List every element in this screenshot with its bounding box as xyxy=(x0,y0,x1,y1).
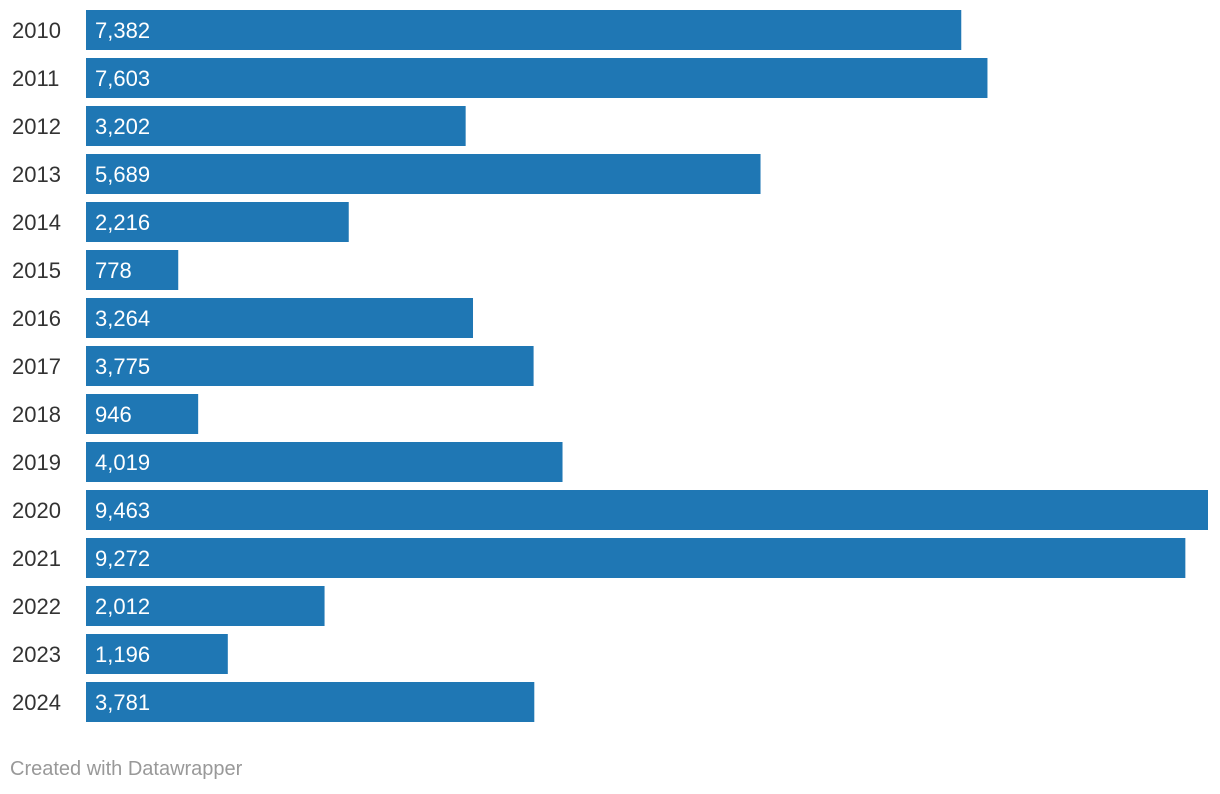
bar-2022 xyxy=(86,586,325,626)
bar-2015 xyxy=(86,250,179,290)
year-label-2012: 2012 xyxy=(12,114,61,139)
value-label-2010: 7,382 xyxy=(95,18,150,43)
bar-2011 xyxy=(86,58,988,98)
year-label-2024: 2024 xyxy=(12,690,61,715)
bar-2020 xyxy=(86,490,1208,530)
value-label-2018: 946 xyxy=(95,402,132,427)
bar-2010 xyxy=(86,10,962,50)
year-label-2022: 2022 xyxy=(12,594,61,619)
year-label-2013: 2013 xyxy=(12,162,61,187)
value-label-2023: 1,196 xyxy=(95,642,150,667)
value-label-2015: 778 xyxy=(95,258,132,283)
year-label-2017: 2017 xyxy=(12,354,61,379)
bar-2019 xyxy=(86,442,563,482)
bar-chart: 2010 7,382 2011 7,603 2012 3,202 2013 5,689 2014… xyxy=(12,10,1208,722)
bar-2024 xyxy=(86,682,535,722)
bar-2012 xyxy=(86,106,466,146)
value-label-2020: 9,463 xyxy=(95,498,150,523)
bar-2016 xyxy=(86,298,474,338)
credit-footer: Created with Datawrapper xyxy=(10,758,243,780)
year-label-2021: 2021 xyxy=(12,546,61,571)
year-label-2014: 2014 xyxy=(12,210,61,235)
value-label-2021: 9,272 xyxy=(95,546,150,571)
year-label-2015: 2015 xyxy=(12,258,61,283)
value-label-2013: 5,689 xyxy=(95,162,150,187)
year-label-2023: 2023 xyxy=(12,642,61,667)
bar-2013 xyxy=(86,154,761,194)
value-label-2022: 2,012 xyxy=(95,594,150,619)
year-label-2019: 2019 xyxy=(12,450,61,475)
bar-2014 xyxy=(86,202,349,242)
year-label-2010: 2010 xyxy=(12,18,61,43)
bar-2018 xyxy=(86,394,199,434)
year-label-2020: 2020 xyxy=(12,498,61,523)
value-label-2017: 3,775 xyxy=(95,354,150,379)
bar-2021 xyxy=(86,538,1186,578)
value-label-2012: 3,202 xyxy=(95,114,150,139)
value-label-2024: 3,781 xyxy=(95,690,150,715)
bar-2023 xyxy=(86,634,228,674)
value-label-2016: 3,264 xyxy=(95,306,150,331)
value-label-2011: 7,603 xyxy=(95,66,150,91)
year-label-2011: 2011 xyxy=(12,66,59,91)
value-label-2019: 4,019 xyxy=(95,450,150,475)
year-label-2016: 2016 xyxy=(12,306,61,331)
value-label-2014: 2,216 xyxy=(95,210,150,235)
year-label-2018: 2018 xyxy=(12,402,61,427)
bar-2017 xyxy=(86,346,534,386)
